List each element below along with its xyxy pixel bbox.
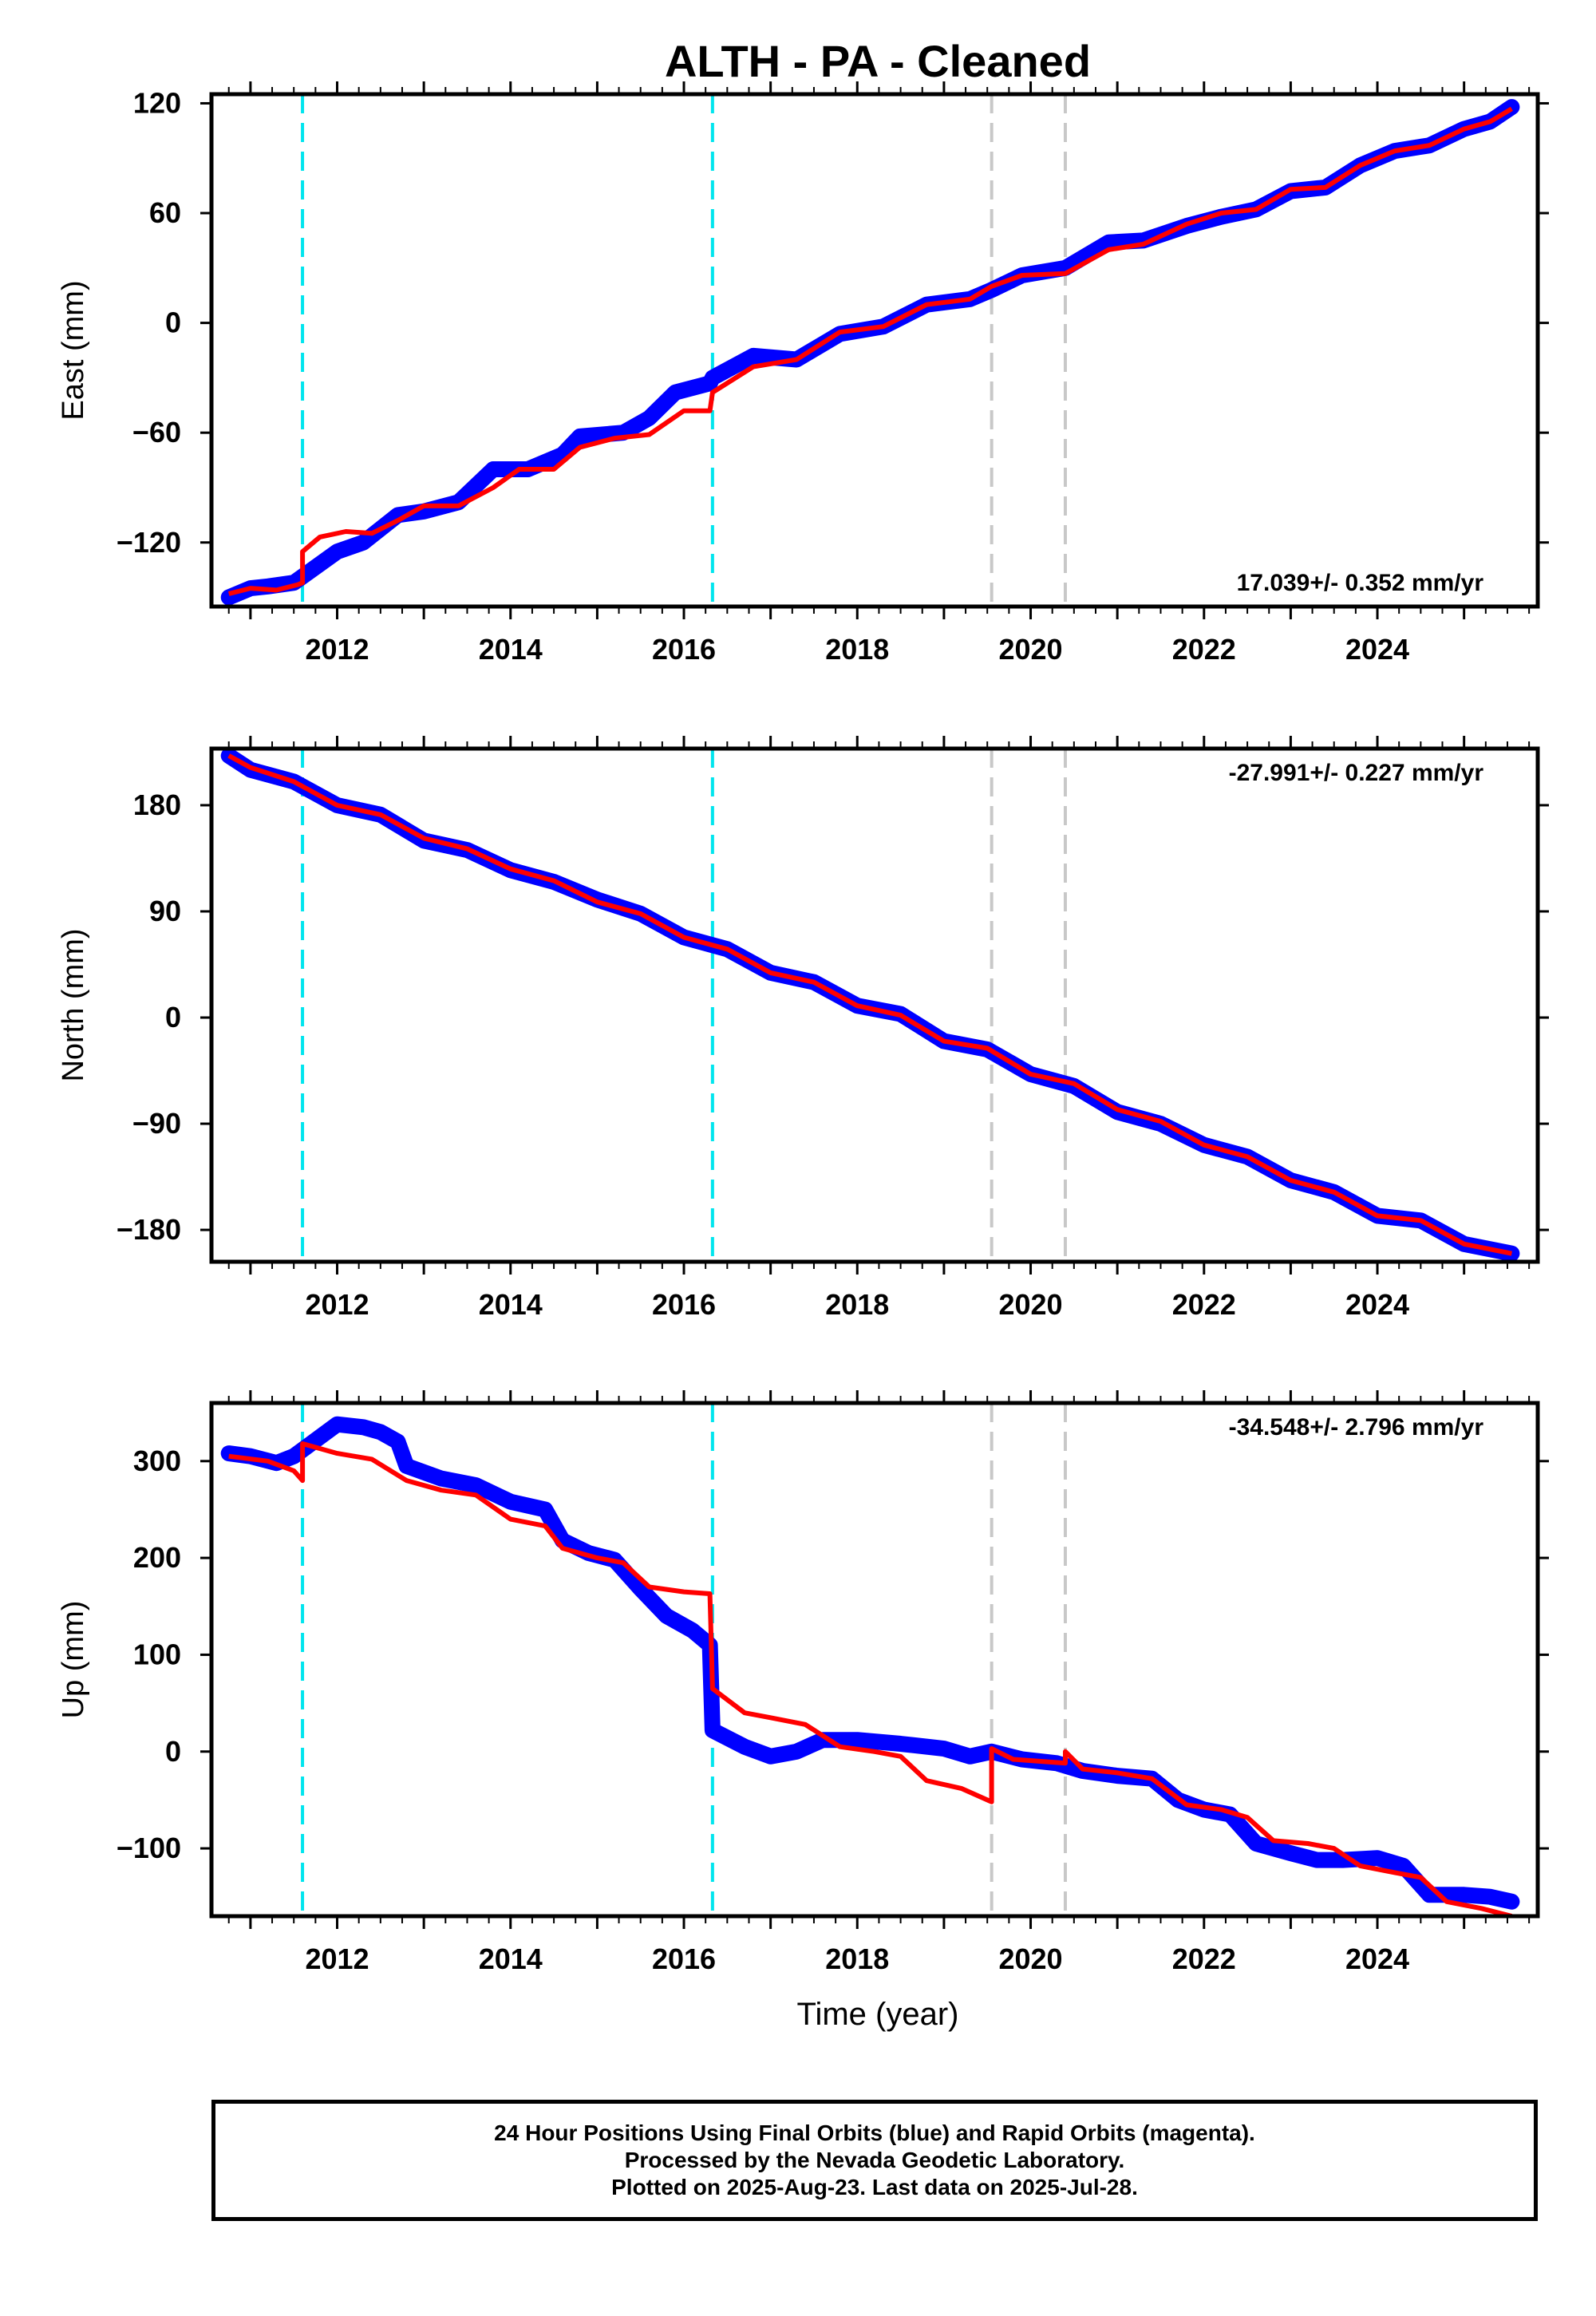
- plot-frame: [209, 1401, 1540, 1919]
- panel-1: −120 −60 0 60 120 2012 2014 2016 2018 2020 2022 202…: [57, 81, 1549, 666]
- y-tick-label: −60: [132, 416, 181, 449]
- x-tick-label: 2018: [825, 1288, 889, 1321]
- velocity-label: 17.039+/- 0.352 mm/yr: [1237, 570, 1484, 596]
- model-series: [228, 1441, 1513, 1916]
- observations-series: [220, 749, 1520, 1262]
- x-tick-label: 2022: [1172, 633, 1236, 666]
- model-series: [227, 753, 1512, 1256]
- x-tick-label: 2014: [479, 1288, 543, 1321]
- x-tick-label: 2022: [1172, 1943, 1236, 1975]
- x-tick-label: 2014: [479, 633, 543, 666]
- y-axis-label: East (mm): [57, 280, 90, 420]
- observations-series: [220, 1416, 1520, 1910]
- caption-line-1: 24 Hour Positions Using Final Orbits (bl…: [494, 2120, 1255, 2145]
- y-tick-label: −90: [132, 1107, 181, 1140]
- plot-frame: [209, 92, 1540, 609]
- y-tick-label: 300: [133, 1445, 181, 1477]
- x-tick-label: 2020: [998, 1288, 1062, 1321]
- y-tick-label: 100: [133, 1638, 181, 1670]
- y-tick-label: 120: [133, 86, 181, 119]
- observations-series: [220, 99, 1520, 606]
- x-tick-label: 2024: [1345, 633, 1409, 666]
- y-tick-label: 180: [133, 788, 181, 821]
- caption-line-3: Plotted on 2025-Aug-23. Last data on 202…: [611, 2175, 1138, 2199]
- panel-2: −180 −90 0 90 180 2012 2014 2016 2018 2020 2022 202…: [57, 736, 1549, 1321]
- y-axis-label: North (mm): [57, 928, 90, 1081]
- y-tick-label: −180: [117, 1213, 181, 1246]
- x-tick-label: 2014: [479, 1943, 543, 1975]
- x-tick-label: 2024: [1345, 1288, 1409, 1321]
- caption-box: 24 Hour Positions Using Final Orbits (bl…: [211, 2100, 1538, 2221]
- x-tick-label: 2012: [305, 1288, 369, 1321]
- velocity-label: -27.991+/- 0.227 mm/yr: [1229, 760, 1484, 786]
- y-tick-label: 0: [165, 1001, 181, 1034]
- x-axis-label: Time (year): [797, 1997, 959, 2032]
- y-tick-label: 200: [133, 1541, 181, 1574]
- x-tick-label: 2018: [825, 633, 889, 666]
- y-tick-label: 60: [149, 196, 181, 229]
- plot-frame: [209, 746, 1540, 1264]
- x-tick-label: 2024: [1345, 1943, 1409, 1975]
- x-tick-label: 2012: [305, 633, 369, 666]
- y-tick-label: −120: [117, 526, 181, 559]
- y-tick-label: −100: [117, 1832, 181, 1864]
- x-tick-label: 2020: [998, 1943, 1062, 1975]
- x-tick-label: 2016: [652, 1288, 716, 1321]
- panel-3: −100 0 100 200 300 2012 2014 2016 2018 2020 2022 20…: [57, 1390, 1549, 1975]
- y-tick-label: 0: [165, 1735, 181, 1768]
- x-tick-label: 2016: [652, 633, 716, 666]
- velocity-label: -34.548+/- 2.796 mm/yr: [1229, 1414, 1484, 1441]
- chart-title: ALTH - PA - Cleaned: [665, 36, 1091, 86]
- x-tick-label: 2022: [1172, 1288, 1236, 1321]
- y-tick-label: 0: [165, 306, 181, 339]
- x-tick-label: 2016: [652, 1943, 716, 1975]
- caption-line-2: Processed by the Nevada Geodetic Laborat…: [624, 2148, 1125, 2172]
- x-tick-label: 2018: [825, 1943, 889, 1975]
- model-series: [227, 106, 1513, 596]
- x-tick-label: 2012: [305, 1943, 369, 1975]
- y-axis-label: Up (mm): [57, 1601, 90, 1719]
- y-tick-label: 90: [149, 895, 181, 927]
- x-tick-label: 2020: [998, 633, 1062, 666]
